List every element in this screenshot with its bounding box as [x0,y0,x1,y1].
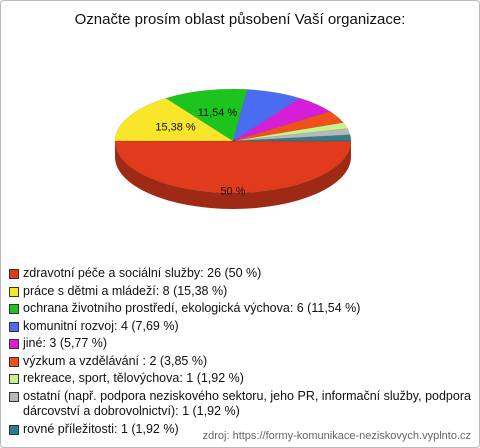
slice-label: 15,38 % [155,122,196,134]
legend-swatch [9,269,19,279]
pie-slice [232,128,351,142]
legend-swatch [9,374,19,384]
legend-swatch [9,339,19,349]
pie-slice [232,89,301,142]
pie-plot: 50 % 15,38 %11,54 % [114,88,352,209]
legend-label: rovné příležitosti: 1 (1,92 %) [23,421,179,436]
pie-slice [232,134,352,142]
legend-label: práce s dětmi a mládeží: 8 (15,38 %) [23,283,228,298]
legend-item: rovné příležitosti: 1 (1,92 %) [9,422,471,438]
legend-label: výzkum a vzdělávání : 2 (3,85 %) [23,353,208,368]
pie-slice-side [115,141,351,209]
legend-item: komunitní rozvoj: 4 (7,69 %) [9,319,471,335]
legend-swatch [9,424,19,435]
legend-swatch [9,356,19,367]
legend: zdravotní péče a sociální služby: 26 (50… [9,266,471,439]
legend-item: ochrana životního prostředí, ekologická … [9,301,471,317]
slice-label: 11,54 % [198,107,238,119]
legend-label: zdravotní péče a sociální služby: 26 (50… [23,266,262,280]
legend-item: výzkum a vzdělávání : 2 (3,85 %) [9,354,471,370]
legend-label: rekreace, sport, tělovýchova: 1 (1,92 %) [23,371,244,385]
pie-slice [232,111,344,142]
pie-slice [232,122,348,142]
legend-label: ochrana životního prostředí, ekologická … [23,301,361,315]
pie-slice [232,97,331,142]
legend-item: práce s dětmi a mládeží: 8 (15,38 %) [9,284,471,300]
slice-label: 50 % [220,186,245,198]
legend-label: jiné: 3 (5,77 %) [23,336,108,350]
legend-item: ostatní (např. podpora neziskového sekto… [9,389,471,420]
legend-item: zdravotní péče a sociální služby: 26 (50… [9,266,471,282]
legend-swatch [9,286,19,297]
legend-label: komunitní rozvoj: 4 (7,69 %) [23,318,179,333]
pie-slice [114,140,352,194]
legend-swatch [9,391,19,402]
legend-item: jiné: 3 (5,77 %) [9,336,471,352]
pie-slice [165,88,248,142]
legend-swatch [9,321,19,332]
chart-title: Označte prosím oblast působení Vaší orga… [74,11,406,28]
legend-item: rekreace, sport, tělovýchova: 1 (1,92 %) [9,371,471,387]
pie-slice [114,97,234,142]
legend-swatch [9,304,19,314]
source: zdroj: https://formy-komunikace-neziskov… [202,430,471,442]
legend-label: ostatní (např. podpora neziskového sekto… [23,388,471,419]
